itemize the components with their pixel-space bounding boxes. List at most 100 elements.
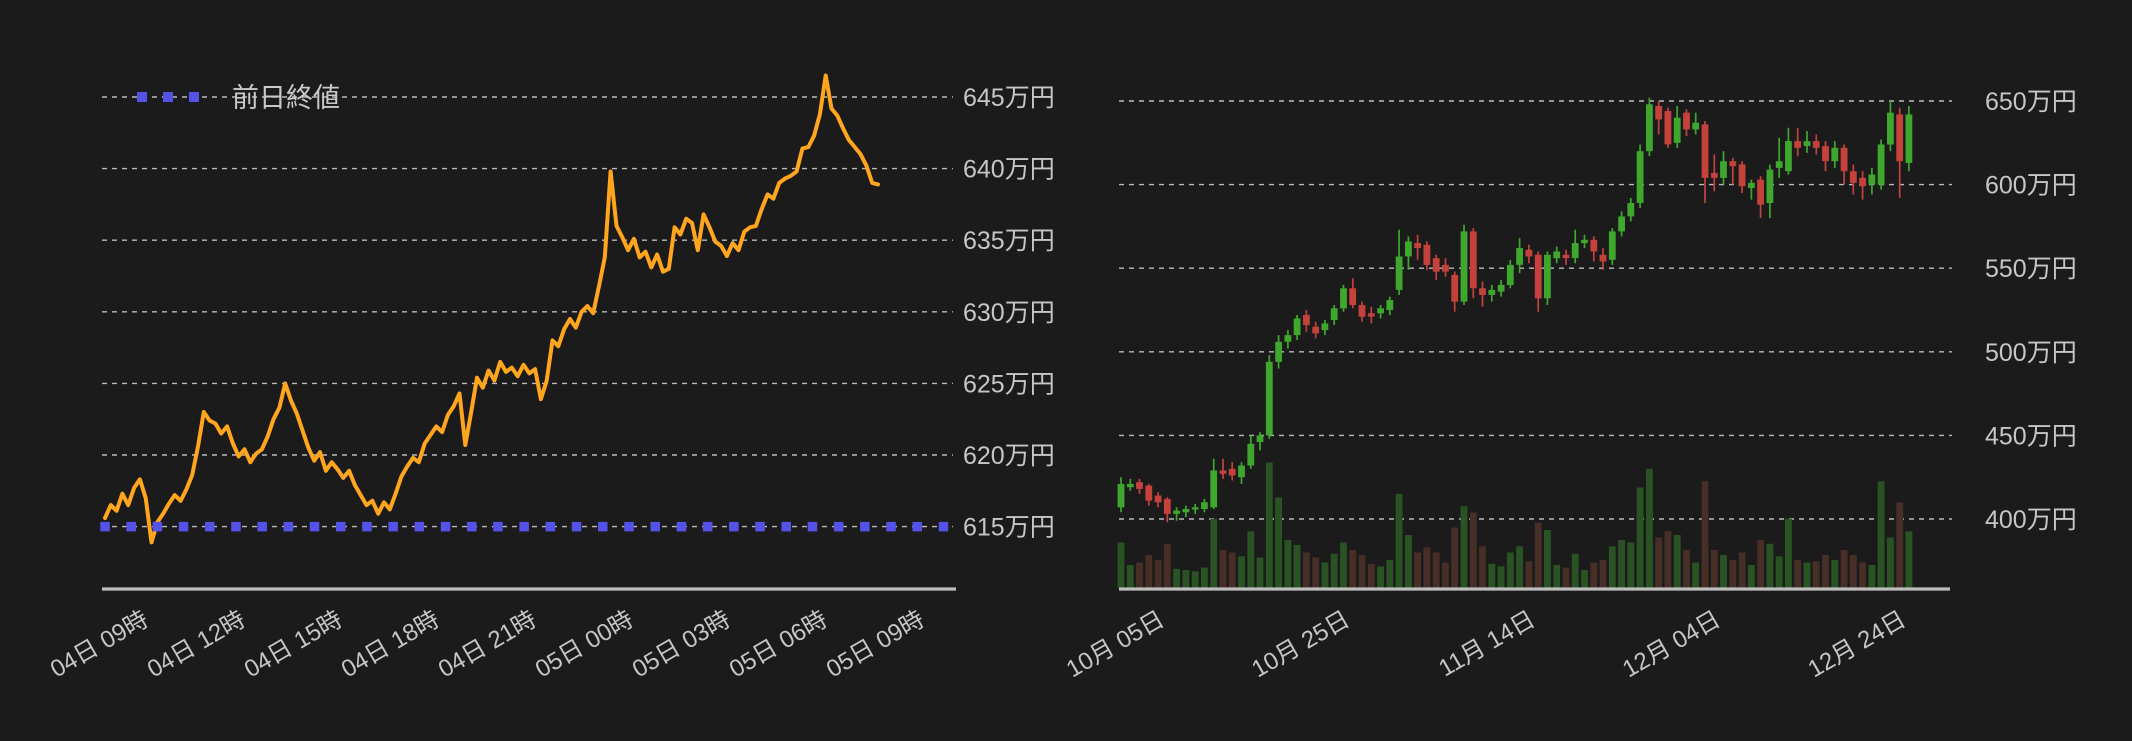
y-tick-label: 645万円: [963, 84, 1055, 112]
y-tick-label: 400万円: [1985, 506, 2077, 534]
candle-down: [1312, 326, 1320, 334]
y-tick-label: 650万円: [1985, 88, 2077, 116]
intraday-line-chart[interactable]: 645万円 640万円 635万円 630万円 625万円 620万円 615万円 04日 0…: [46, 73, 1055, 684]
volume-bar: [1618, 540, 1625, 588]
prev-close-marker: [650, 521, 660, 532]
candle-up: [1905, 114, 1913, 163]
candle-up: [1321, 323, 1329, 331]
volume-bar: [1803, 562, 1811, 588]
prev-close-marker: [807, 521, 818, 532]
y-tick-label: 630万円: [963, 299, 1055, 327]
candle-down: [1599, 254, 1607, 262]
prev-close-marker: [493, 521, 503, 532]
volume-bar: [1460, 506, 1468, 588]
x-tick-label: 05日 03時: [628, 606, 735, 683]
volume-bar: [1720, 555, 1727, 588]
x-tick-label: 05日 00時: [531, 606, 638, 683]
volume-bar: [1887, 537, 1894, 588]
candle-up: [1803, 141, 1811, 147]
candle-down: [1849, 171, 1857, 183]
prev-close-marker: [231, 521, 241, 532]
volume-bar: [1877, 481, 1885, 588]
candle-down: [1163, 498, 1171, 514]
candle-down: [1479, 288, 1486, 295]
volume-bar: [1785, 518, 1792, 588]
candle-up: [1293, 318, 1301, 336]
volume-bar: [1571, 553, 1579, 588]
candle-down: [1469, 231, 1477, 289]
prev-close-marker: [205, 521, 215, 532]
y-tick-label: 615万円: [963, 514, 1055, 542]
candle-up: [1627, 203, 1635, 217]
candle-up: [1377, 308, 1384, 314]
volume-bar: [1117, 542, 1125, 588]
candle-down: [1840, 147, 1848, 172]
volume-bar: [1256, 557, 1264, 588]
volume-bar: [1905, 531, 1913, 588]
volume-bar: [1228, 552, 1236, 588]
y-tick-label: 625万円: [963, 370, 1055, 398]
volume-bar: [1173, 568, 1180, 588]
volume-bar: [1219, 550, 1227, 588]
daily-candlestick-chart[interactable]: 650万円 600万円 550万円 500万円 450万円 400万円 10月 05日 10月…: [1062, 88, 2077, 683]
x-tick-label: 10月 05日: [1062, 606, 1169, 683]
x-tick-label: 11月 14日: [1434, 606, 1540, 683]
legend-marker-icon: [189, 92, 199, 102]
volume-bar: [1312, 557, 1320, 588]
volume-bar: [1840, 550, 1848, 588]
y-tick-label: 600万円: [1985, 172, 2077, 200]
volume-bar: [1293, 545, 1301, 588]
candle-up: [1497, 284, 1505, 292]
candle-up: [1506, 264, 1514, 285]
candle-up: [1748, 182, 1755, 188]
volume-bar: [1738, 552, 1746, 588]
y-tick-label: 500万円: [1985, 339, 2077, 367]
candle-down: [1432, 258, 1440, 272]
x-tick-label: 04日 21時: [434, 606, 541, 683]
candle-down: [1451, 274, 1459, 302]
prev-close-marker: [860, 521, 870, 532]
volume-bar: [1655, 537, 1663, 588]
volume-bar: [1349, 550, 1357, 588]
candle-up: [1553, 251, 1561, 259]
prev-close-marker: [729, 521, 739, 532]
volume-bar: [1812, 561, 1820, 588]
volume-bar: [1367, 563, 1375, 588]
prev-close-legend: 前日終値: [137, 83, 340, 113]
volume-bar: [1822, 555, 1829, 588]
volume-bar: [1330, 553, 1338, 588]
volume-bar: [1479, 546, 1486, 588]
volume-bar: [1868, 565, 1876, 588]
x-tick-label: 04日 12時: [143, 606, 250, 683]
prev-close-marker: [414, 521, 425, 532]
volume-bar: [1451, 527, 1459, 588]
candle-up: [1460, 231, 1468, 302]
candle-down: [1812, 141, 1820, 148]
volume-bar: [1608, 546, 1616, 588]
x-tick-label: 05日 09時: [822, 606, 929, 683]
candle-up: [1182, 509, 1190, 513]
volume-bar: [1145, 555, 1153, 588]
candle-up: [1544, 254, 1551, 299]
candle-up: [1126, 483, 1134, 488]
volume-bar: [1321, 562, 1329, 588]
prev-close-marker: [440, 521, 451, 532]
candle-down: [1859, 177, 1866, 187]
candle-up: [1785, 141, 1792, 172]
volume-bar: [1442, 562, 1449, 588]
y-tick-label: 640万円: [963, 156, 1055, 184]
prev-close-marker: [467, 521, 477, 532]
prev-close-marker: [178, 521, 189, 532]
x-tick-label: 04日 15時: [240, 606, 347, 683]
candle-up: [1340, 288, 1347, 309]
candle-up: [1405, 241, 1412, 257]
candle-down: [1896, 114, 1904, 162]
volume-bar: [1766, 543, 1774, 588]
volume-bar: [1516, 546, 1523, 588]
volume-bar: [1386, 560, 1394, 588]
volume-bar: [1664, 531, 1672, 588]
prev-close-marker: [781, 521, 791, 532]
candle-up: [1673, 117, 1681, 143]
prev-close-marker: [519, 521, 529, 532]
